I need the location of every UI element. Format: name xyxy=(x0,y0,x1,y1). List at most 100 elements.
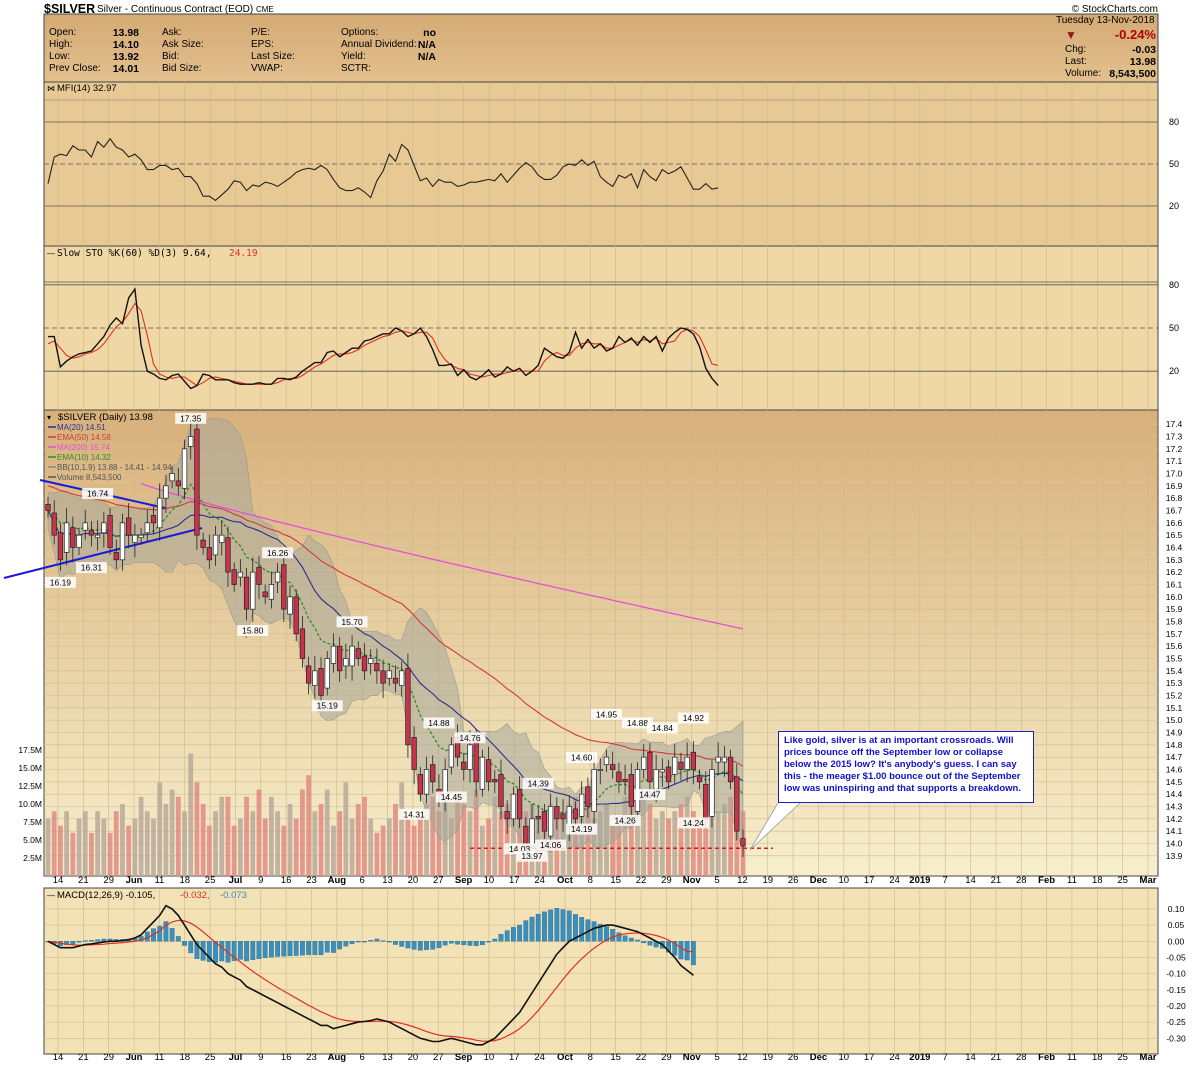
x-tick-label: 25 xyxy=(1117,1052,1128,1063)
x-tick-label: Feb xyxy=(1038,1052,1055,1063)
candle-body xyxy=(554,806,560,820)
x-tick-label: 27 xyxy=(433,875,444,886)
macd-histogram-bar xyxy=(610,929,616,942)
price-label: 15.80 xyxy=(242,626,264,636)
volume-bar xyxy=(51,811,57,876)
volume-bar xyxy=(486,818,491,876)
macd-panel xyxy=(43,887,1159,1055)
quote-value: 13.98 xyxy=(1129,56,1156,68)
quote-value: N/A xyxy=(417,39,436,51)
volume-bar xyxy=(628,804,634,876)
price-label: 14.03 xyxy=(509,844,531,854)
x-tick-label: 24 xyxy=(889,1052,900,1063)
quote-label: Last: xyxy=(1065,56,1087,67)
ma20-line xyxy=(47,510,744,806)
candle-body xyxy=(312,670,318,686)
candle-body xyxy=(256,566,262,585)
macd-histogram-bar xyxy=(393,941,398,945)
volume-axis-label: 10.0M xyxy=(18,799,42,809)
volume-axis-label: 5.0M xyxy=(23,835,42,845)
candle-body xyxy=(622,779,628,783)
x-tick-label: 29 xyxy=(103,1052,114,1063)
macd-histogram-bar xyxy=(331,941,336,953)
macd-histogram-bar xyxy=(244,941,249,962)
volume-bar xyxy=(411,825,417,876)
macd-histogram-bar xyxy=(628,937,634,942)
volume-bar xyxy=(237,818,243,876)
x-tick-label: 18 xyxy=(179,875,190,886)
y-tick-label: 15.0 xyxy=(1166,715,1183,725)
volume-bar xyxy=(256,789,262,876)
price-label: 14.60 xyxy=(571,753,593,763)
candle-body xyxy=(703,783,709,820)
x-tick-label: Mar xyxy=(1140,875,1157,886)
brand-mark: © StockCharts.com xyxy=(1071,4,1158,15)
macd-histogram-bar xyxy=(293,941,299,956)
price-label: 14.19 xyxy=(571,824,593,834)
x-tick-label: 16 xyxy=(281,875,292,886)
candle-body xyxy=(101,522,107,534)
volume-bar xyxy=(281,825,287,876)
candle-body xyxy=(150,515,157,524)
sto-label: Slow STO %K(60) %D(3) 9.64, xyxy=(57,248,211,259)
volume-bar xyxy=(678,804,684,876)
quote-value: -0.03 xyxy=(1132,44,1156,56)
x-tick-label: 22 xyxy=(636,1052,647,1063)
macd-line xyxy=(47,904,694,1046)
candle-body xyxy=(45,503,51,511)
price-label: 14.92 xyxy=(683,713,705,723)
price-label-bg xyxy=(82,488,114,500)
macd-histogram-bar xyxy=(287,941,293,957)
price-label-bg xyxy=(311,700,343,712)
mfi-label: MFI(14) 32.97 xyxy=(57,83,117,94)
volume-bar xyxy=(430,796,436,876)
quote-label: P/E: xyxy=(251,27,270,38)
x-tick-label: Feb xyxy=(1038,875,1055,886)
volume-bar xyxy=(424,804,429,876)
candle-body xyxy=(653,769,659,790)
x-tick-label: 29 xyxy=(103,875,114,886)
macd-histogram-bar xyxy=(579,917,585,942)
x-tick-label: 6 xyxy=(360,875,365,886)
y-tick-label: 14.1 xyxy=(1166,826,1183,836)
macd-histogram-bar xyxy=(64,941,70,946)
x-tick-label: 5 xyxy=(714,1052,719,1063)
x-tick-label: 10 xyxy=(484,875,495,886)
x-tick-label: 17 xyxy=(864,1052,875,1063)
price-label-bg xyxy=(622,717,654,729)
candle-body xyxy=(243,576,250,610)
volume-bar xyxy=(293,818,299,876)
candle-body xyxy=(399,670,405,686)
volume-bar xyxy=(386,818,392,876)
candle-body xyxy=(628,774,634,807)
volume-bar xyxy=(225,796,231,876)
price-label: 14.84 xyxy=(652,723,674,733)
candle-body xyxy=(250,571,256,610)
macd-signal-line xyxy=(47,919,694,1042)
quote-label: Volume: xyxy=(1065,68,1102,79)
candle-body xyxy=(188,436,194,447)
macd-histogram-bar xyxy=(455,941,460,945)
macd-histogram-bar xyxy=(529,916,535,942)
price-label-bg xyxy=(75,562,107,574)
down-arrow-icon: ▼ xyxy=(1065,28,1077,42)
volume-bar xyxy=(58,825,63,876)
macd-histogram-bar xyxy=(374,938,380,942)
macd-histogram-bar xyxy=(175,936,181,942)
candle-body xyxy=(585,786,591,807)
candle-body xyxy=(467,744,473,770)
volume-bar xyxy=(132,818,138,876)
quote-label: SCTR: xyxy=(341,63,371,74)
volume-bar xyxy=(672,811,678,876)
y-tick-label: 17.3 xyxy=(1166,432,1183,442)
candle-body xyxy=(411,737,417,770)
candle-body xyxy=(498,774,504,807)
volume-bar xyxy=(324,789,330,876)
x-tick-label: 8 xyxy=(588,875,593,886)
macd-histogram-bar xyxy=(76,941,82,943)
candle-body xyxy=(647,751,653,783)
y-tick-label: 50 xyxy=(1169,159,1179,169)
y-tick-label: 14.9 xyxy=(1166,728,1183,738)
macd-histogram-bar xyxy=(95,939,101,942)
y-tick-label: -0.05 xyxy=(1166,952,1186,962)
